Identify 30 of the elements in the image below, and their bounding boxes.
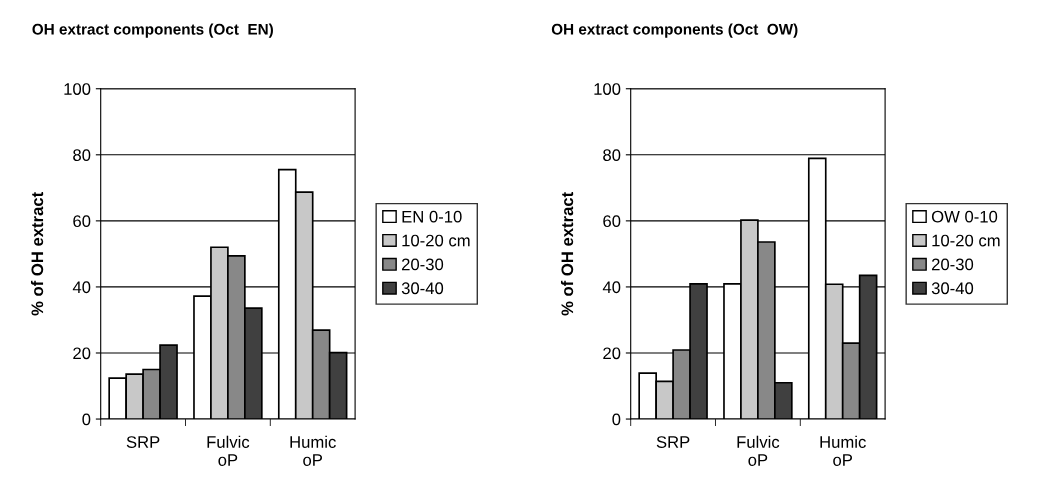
chart-title: OH extract components (Oct OW) bbox=[551, 23, 798, 38]
legend-label: OW 0-10 bbox=[931, 210, 998, 223]
legend-label: 20-30 bbox=[931, 258, 974, 271]
x-tick-label: Fulvic oP bbox=[207, 435, 250, 466]
legend-label: 30-40 bbox=[401, 282, 444, 295]
x-tick-label: SRP bbox=[656, 436, 690, 448]
chart-title: OH extract components (Oct EN) bbox=[32, 23, 273, 38]
y-tick-label: 40 bbox=[602, 281, 621, 294]
y-tick-label: 0 bbox=[612, 413, 621, 426]
y-tick-label: 20 bbox=[603, 347, 621, 360]
legend-label: 30-40 bbox=[931, 282, 974, 295]
legend-label: EN 0-10 bbox=[402, 210, 462, 223]
y-tick-label: 100 bbox=[594, 83, 621, 95]
y-tick-label: 20 bbox=[73, 347, 91, 360]
y-tick-label: 40 bbox=[72, 281, 91, 294]
y-axis-title: % of OH extract bbox=[30, 192, 44, 316]
x-tick-label: Fulvic oP bbox=[737, 435, 780, 466]
y-tick-label: 80 bbox=[73, 149, 91, 162]
y-tick-label: 60 bbox=[73, 215, 91, 228]
x-tick-label: SRP bbox=[126, 436, 160, 448]
y-axis-title: % of OH extract bbox=[560, 192, 574, 316]
legend-label: 20-30 bbox=[401, 258, 444, 271]
y-tick-label: 80 bbox=[603, 149, 621, 162]
x-tick-label: Humic oP bbox=[820, 435, 866, 466]
y-tick-label: 100 bbox=[64, 83, 91, 95]
x-tick-label: Humic oP bbox=[290, 435, 336, 466]
y-tick-label: 60 bbox=[603, 215, 621, 228]
legend-label: 10-20 cm bbox=[402, 234, 470, 247]
legend-label: 10-20 cm bbox=[932, 234, 1000, 247]
y-tick-label: 0 bbox=[82, 413, 91, 426]
